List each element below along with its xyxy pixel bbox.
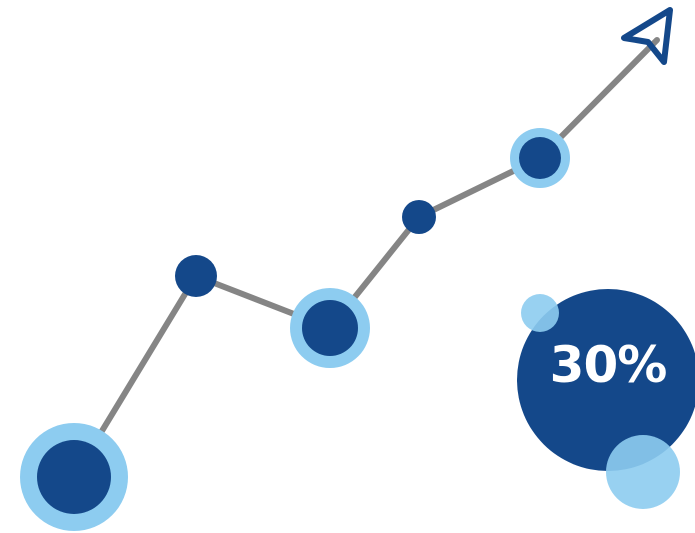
badge-large-bubble [606,435,680,509]
badge-circle [517,289,695,471]
navigation-arrow-icon [621,7,673,65]
badge-small-bubble [521,294,559,332]
trend-point-2 [175,255,217,297]
trend-point-1 [37,440,111,514]
trend-point-4 [402,200,436,234]
trend-point-5 [519,137,561,179]
trend-point-3 [302,300,358,356]
percentage-label: 30% [549,336,668,394]
